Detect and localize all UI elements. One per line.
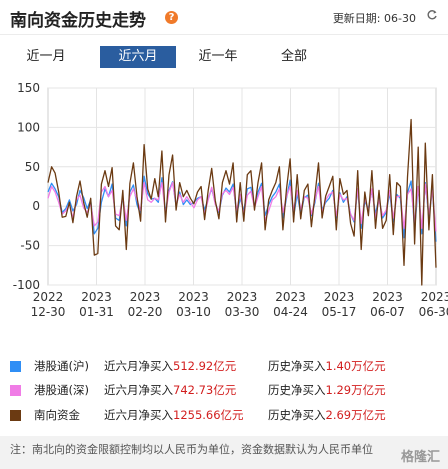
hist-value: 1.40万亿元 <box>325 359 386 373</box>
hist-label: 历史净买入 <box>268 359 326 373</box>
update-label: 更新日期: <box>332 12 381 25</box>
x-tick-label-date: 04-24 <box>273 305 308 319</box>
y-tick-label: 100 <box>17 120 40 134</box>
net-label: 近六月净买入 <box>104 408 173 422</box>
page-title: 南向资金历史走势 <box>10 11 146 31</box>
x-tick-label-date: 06-07 <box>370 305 405 319</box>
y-tick-label: 0 <box>32 199 40 213</box>
x-tick-label-date: 06-30 <box>419 305 448 319</box>
legend-series-name: 港股通(深) <box>34 383 89 397</box>
net-value: 1255.66亿元 <box>173 408 244 422</box>
update-date: 更新日期: 06-30 <box>333 10 416 26</box>
x-tick-label-date: 03-30 <box>225 305 260 319</box>
y-tick-label: -100 <box>13 278 40 292</box>
x-tick-label-date: 01-31 <box>79 305 114 319</box>
x-tick-label-date: 03-10 <box>176 305 211 319</box>
x-tick-label-date: 12-30 <box>31 305 66 319</box>
x-tick-label-year: 2023 <box>421 290 448 304</box>
legend-swatch <box>10 385 21 396</box>
legend-series-name: 港股通(沪) <box>34 359 89 373</box>
hist-label: 历史净买入 <box>268 383 326 397</box>
legend-series-name: 南向资金 <box>34 408 80 422</box>
x-tick-label-date: 02-20 <box>128 305 163 319</box>
x-tick-label-year: 2022 <box>33 290 64 304</box>
x-tick-label-year: 2023 <box>324 290 355 304</box>
y-tick-label: 50 <box>25 160 40 174</box>
hist-label: 历史净买入 <box>268 408 326 422</box>
tab-1m[interactable]: 近一月 <box>26 49 66 64</box>
net-value: 512.92亿元 <box>173 359 237 373</box>
series-line-2 <box>47 118 437 286</box>
legend-hist: 历史净买入2.69万亿元 <box>268 407 386 423</box>
footnote-text: 注：南北向的资金限额控制均以人民币为单位，资金数据默认为人民币单位 <box>10 443 373 456</box>
y-tick-label: -50 <box>20 239 40 253</box>
x-tick-label-year: 2023 <box>372 290 403 304</box>
hist-value: 2.69万亿元 <box>325 408 386 422</box>
footnote: 注：南北向的资金限额控制均以人民币为单位，资金数据默认为人民币单位 格隆汇 <box>0 436 448 469</box>
header: 南向资金历史走势 ? 更新日期: 06-30 <box>0 0 448 35</box>
x-tick-label-year: 2023 <box>227 290 258 304</box>
tab-1y[interactable]: 近一年 <box>198 49 238 64</box>
x-tick-label-year: 2023 <box>178 290 209 304</box>
net-label: 近六月净买入 <box>104 383 173 397</box>
x-tick-label-date: 05-17 <box>322 305 357 319</box>
y-tick-label: 150 <box>17 81 40 95</box>
refresh-icon[interactable] <box>426 9 438 21</box>
legend-row-south: 南向资金 近六月净买入1255.66亿元 历史净买入2.69万亿元 <box>0 404 448 426</box>
legend-net: 近六月净买入512.92亿元 <box>104 358 236 374</box>
hist-value: 1.29万亿元 <box>325 383 386 397</box>
legend-net: 近六月净买入742.73亿元 <box>104 382 236 398</box>
brand-logo: 格隆汇 <box>400 450 440 465</box>
update-value: 06-30 <box>384 12 416 25</box>
x-tick-label-year: 2023 <box>81 290 112 304</box>
net-value: 742.73亿元 <box>173 383 237 397</box>
legend-row-sh: 港股通(沪) 近六月净买入512.92亿元 历史净买入1.40万亿元 <box>0 355 448 377</box>
legend-hist: 历史净买入1.29万亿元 <box>268 382 386 398</box>
help-icon[interactable]: ? <box>165 11 178 24</box>
tab-all[interactable]: 全部 <box>280 49 307 64</box>
x-tick-label-year: 2023 <box>130 290 161 304</box>
x-tick-label-year: 2023 <box>275 290 306 304</box>
tab-6m[interactable]: 近六月 <box>100 46 176 68</box>
legend-swatch <box>10 410 21 421</box>
legend-row-sz: 港股通(深) 近六月净买入742.73亿元 历史净买入1.29万亿元 <box>0 379 448 401</box>
period-tabs: 近一月 近六月 近一年 全部 <box>8 46 360 68</box>
line-chart: 150100500-50-100202212-30202301-31202302… <box>13 81 448 319</box>
legend-hist: 历史净买入1.40万亿元 <box>268 358 386 374</box>
legend-swatch <box>10 361 21 372</box>
legend-net: 近六月净买入1255.66亿元 <box>104 407 244 423</box>
net-label: 近六月净买入 <box>104 359 173 373</box>
